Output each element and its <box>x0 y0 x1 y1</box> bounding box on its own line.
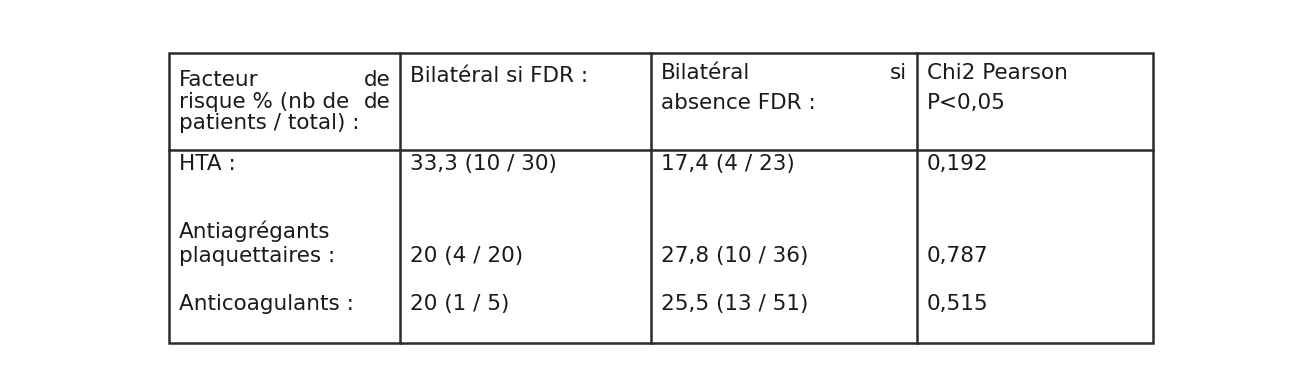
Text: si: si <box>890 63 907 83</box>
Text: 0,515: 0,515 <box>928 294 988 314</box>
Text: patients / total) :: patients / total) : <box>179 113 360 133</box>
Text: 0,787: 0,787 <box>928 246 988 266</box>
Text: Bilatéral si FDR :: Bilatéral si FDR : <box>410 66 588 86</box>
Text: 0,192: 0,192 <box>928 154 988 174</box>
Text: HTA :: HTA : <box>179 154 236 174</box>
Text: Anticoagulants :: Anticoagulants : <box>179 294 355 314</box>
Text: 17,4 (4 / 23): 17,4 (4 / 23) <box>662 154 795 174</box>
Text: 20 (4 / 20): 20 (4 / 20) <box>410 246 524 266</box>
Text: 33,3 (10 / 30): 33,3 (10 / 30) <box>410 154 557 174</box>
Text: Chi2 Pearson: Chi2 Pearson <box>928 63 1068 83</box>
Text: P<0,05: P<0,05 <box>928 93 1006 113</box>
Text: risque % (nb de: risque % (nb de <box>179 92 350 112</box>
Text: Antiagrégants: Antiagrégants <box>179 220 330 241</box>
Text: 25,5 (13 / 51): 25,5 (13 / 51) <box>662 294 809 314</box>
Text: de: de <box>364 70 391 90</box>
Text: 27,8 (10 / 36): 27,8 (10 / 36) <box>662 246 809 266</box>
Text: de: de <box>364 92 391 112</box>
Text: plaquettaires :: plaquettaires : <box>179 246 335 266</box>
Text: absence FDR :: absence FDR : <box>662 93 817 113</box>
Text: Bilatéral: Bilatéral <box>662 63 751 83</box>
Text: 20 (1 / 5): 20 (1 / 5) <box>410 294 510 314</box>
Text: Facteur: Facteur <box>179 70 259 90</box>
